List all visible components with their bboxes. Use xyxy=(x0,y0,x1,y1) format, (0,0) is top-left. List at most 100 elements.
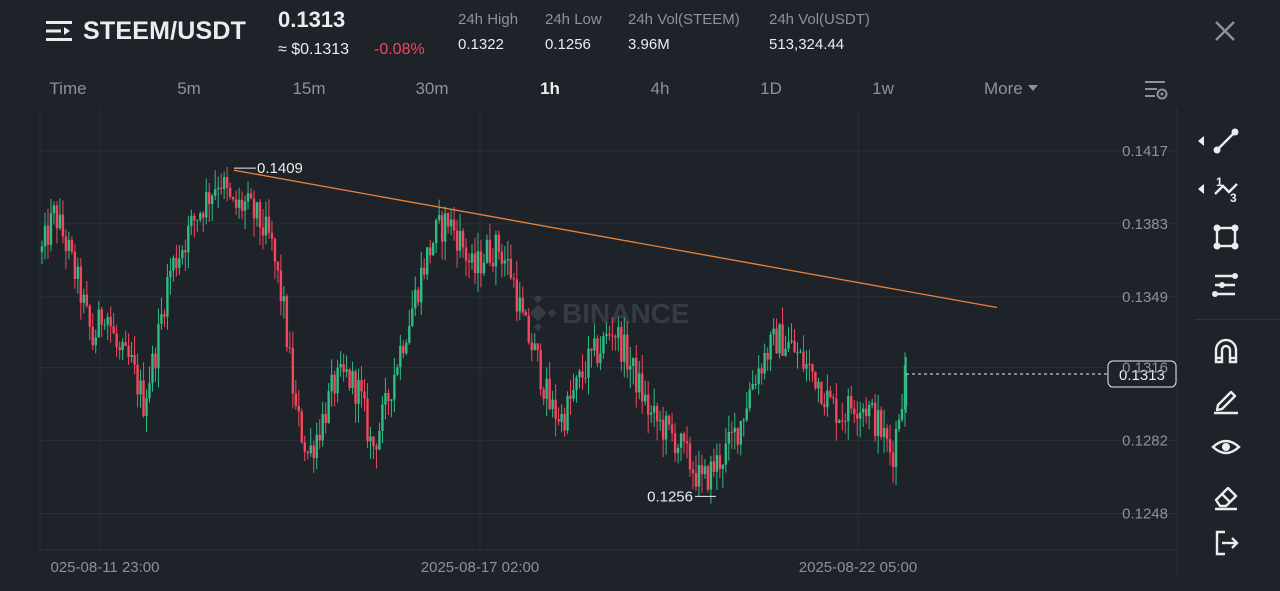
candle-body xyxy=(339,364,342,368)
candle-body xyxy=(593,338,596,351)
chart-settings-icon[interactable] xyxy=(1143,78,1169,102)
candle-body xyxy=(246,193,250,202)
stat-label: 24h Low xyxy=(545,11,602,28)
rectangle-tool-icon[interactable] xyxy=(1209,220,1243,254)
trend-line-tool-icon[interactable] xyxy=(1209,124,1243,158)
last-price: 0.1313 xyxy=(278,7,346,32)
candle-body xyxy=(357,379,360,404)
stat-value: 513,324.44 xyxy=(769,36,845,53)
candle-body xyxy=(536,343,539,351)
candle-body xyxy=(521,297,524,313)
tab-1w[interactable]: 1w xyxy=(872,79,894,98)
candle-body xyxy=(219,187,223,189)
horizontal-lines-tool-icon[interactable] xyxy=(1209,268,1243,302)
close-icon[interactable] xyxy=(1212,18,1238,44)
candle-body xyxy=(655,405,659,422)
candle-body xyxy=(330,374,333,392)
candle-body xyxy=(566,395,569,431)
tab-15m[interactable]: 15m xyxy=(292,79,326,98)
candle-body xyxy=(867,404,871,417)
candle-body xyxy=(213,189,217,196)
tab-time[interactable]: Time xyxy=(49,79,87,98)
candle-body xyxy=(721,464,725,469)
candle-body xyxy=(485,239,489,263)
menu-icon[interactable] xyxy=(46,18,72,44)
candle-body xyxy=(151,353,154,384)
tab-1d[interactable]: 1D xyxy=(760,79,782,98)
tab-4h[interactable]: 4h xyxy=(650,79,670,98)
candle-body xyxy=(870,402,874,405)
candle-body xyxy=(94,337,97,346)
tab-30m[interactable]: 30m xyxy=(415,79,449,98)
candle-body xyxy=(512,277,516,280)
candle-body xyxy=(754,383,757,385)
candle-body xyxy=(739,421,742,445)
candle-body xyxy=(461,230,465,248)
candle-body xyxy=(697,465,701,487)
eye-icon[interactable] xyxy=(1209,430,1243,464)
candle-body xyxy=(196,219,199,221)
candle-body xyxy=(187,225,190,253)
candle-body xyxy=(599,353,602,364)
fibonacci-tool-icon[interactable]: 1 3 xyxy=(1209,172,1243,206)
candle-body xyxy=(118,347,121,351)
expand-arrow-icon[interactable] xyxy=(1198,136,1204,146)
candle-body xyxy=(423,267,426,275)
candle-body xyxy=(79,266,83,303)
candle-body xyxy=(838,420,841,423)
candle-body xyxy=(437,215,441,220)
tab-5m[interactable]: 5m xyxy=(177,79,201,98)
candle-body xyxy=(58,214,62,229)
eraser-icon[interactable] xyxy=(1209,478,1243,512)
candle-body xyxy=(446,213,450,227)
pencil-icon[interactable] xyxy=(1209,382,1243,416)
magnet-icon[interactable] xyxy=(1209,334,1243,368)
candle-body xyxy=(835,398,838,423)
tab-more[interactable]: More xyxy=(984,79,1038,99)
candle-body xyxy=(369,436,372,442)
candle-body xyxy=(775,328,778,354)
candle-body xyxy=(629,366,632,370)
candle-body xyxy=(306,451,309,454)
candle-body xyxy=(545,378,548,399)
exit-icon[interactable] xyxy=(1209,526,1243,560)
candle-body xyxy=(443,213,447,242)
candle-body xyxy=(658,419,662,422)
stat-value: 3.96M xyxy=(628,36,670,53)
expand-arrow-icon[interactable] xyxy=(1198,184,1204,194)
candle-body xyxy=(76,266,80,279)
candle-body xyxy=(554,399,557,419)
candle-body xyxy=(829,390,832,398)
candle-body xyxy=(635,357,638,393)
pair-title[interactable]: STEEM/USDT xyxy=(83,17,247,45)
candle-body xyxy=(873,402,877,436)
candle-body xyxy=(509,258,513,278)
candle-body xyxy=(402,345,405,354)
candle-body xyxy=(190,215,193,226)
candle-body xyxy=(366,398,369,442)
candle-body xyxy=(793,340,796,353)
candle-body xyxy=(270,232,274,239)
header: STEEM/USDT 0.1313 ≈ $0.1313 -0.08% 24h H… xyxy=(0,0,1280,70)
tab-1h[interactable]: 1h xyxy=(540,79,560,98)
candle-body xyxy=(234,199,238,208)
candle-body xyxy=(384,392,387,405)
candle-body xyxy=(178,258,181,268)
high-label: 0.1409 xyxy=(257,160,303,177)
candle-body xyxy=(802,351,805,369)
candle-body xyxy=(542,389,545,399)
x-tick-label: 025-08-11 23:00 xyxy=(51,559,160,576)
y-tick-label: 0.1417 xyxy=(1122,143,1168,160)
candle-body xyxy=(605,333,608,337)
toolbar-divider xyxy=(1195,319,1280,320)
candle-body xyxy=(518,297,521,312)
candle-body xyxy=(333,374,336,394)
candle-body xyxy=(527,315,530,343)
candle-body xyxy=(476,251,480,274)
candle-body xyxy=(632,357,635,367)
candle-body xyxy=(40,246,44,252)
candle-body xyxy=(715,455,719,472)
candle-body xyxy=(602,336,605,354)
candle-body xyxy=(351,371,354,388)
